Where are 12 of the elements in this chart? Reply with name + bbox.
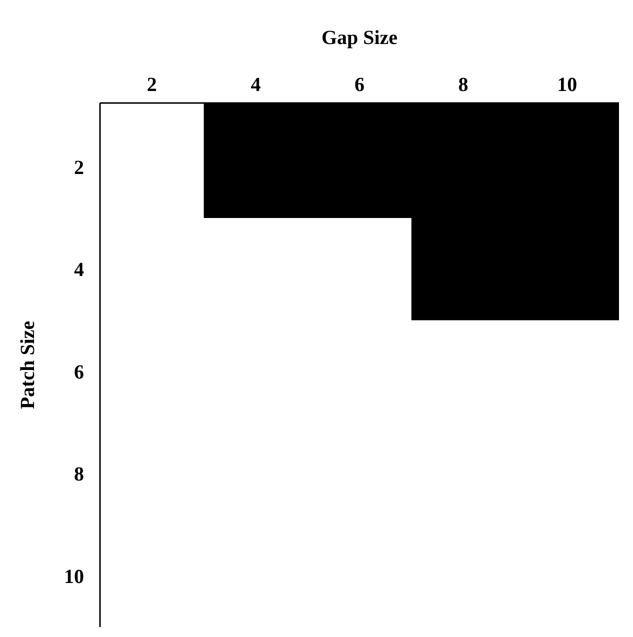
y-tick-label: 8 xyxy=(74,464,84,486)
x-tick-label: 6 xyxy=(354,74,364,96)
x-tick-label: 8 xyxy=(458,74,468,96)
x-tick-label: 2 xyxy=(146,74,157,96)
y-tick-label: 10 xyxy=(64,566,84,588)
x-axis-title: Gap Size xyxy=(321,27,398,49)
x-tick-label: 10 xyxy=(557,74,578,96)
y-axis-title: Patch Size xyxy=(17,320,39,410)
y-tick-label: 6 xyxy=(74,361,84,384)
y-tick-label: 2 xyxy=(74,156,84,179)
x-tick-label: 4 xyxy=(250,74,261,96)
y-tick-label: 4 xyxy=(74,259,84,282)
